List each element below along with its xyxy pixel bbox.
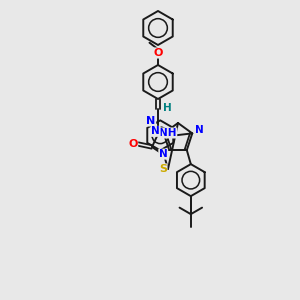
Text: O: O (153, 48, 163, 58)
Text: N: N (152, 126, 160, 136)
Text: H: H (163, 103, 171, 113)
Text: N: N (159, 149, 168, 159)
Text: N: N (195, 125, 204, 135)
Text: O: O (128, 139, 138, 149)
Text: NH: NH (159, 128, 177, 138)
Text: N: N (146, 116, 156, 126)
Text: S: S (159, 164, 167, 174)
